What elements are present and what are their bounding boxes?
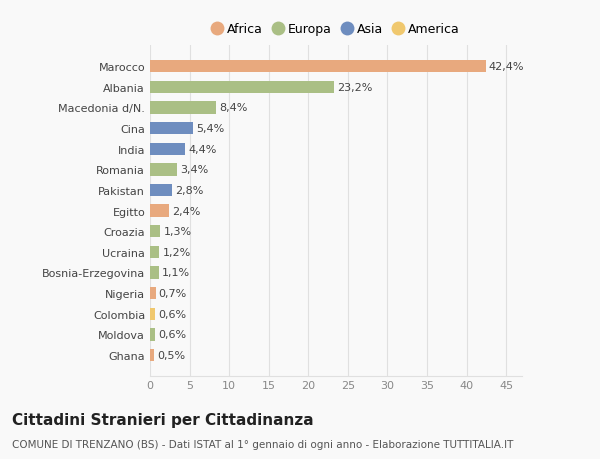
Bar bbox=[150, 82, 334, 94]
Bar bbox=[150, 308, 155, 320]
Text: 23,2%: 23,2% bbox=[337, 83, 372, 93]
Legend: Africa, Europa, Asia, America: Africa, Europa, Asia, America bbox=[208, 19, 464, 39]
Text: 2,4%: 2,4% bbox=[172, 206, 200, 216]
Text: 8,4%: 8,4% bbox=[220, 103, 248, 113]
Text: 1,1%: 1,1% bbox=[162, 268, 190, 278]
Bar bbox=[150, 61, 485, 73]
Text: 4,4%: 4,4% bbox=[188, 145, 217, 154]
Text: 2,8%: 2,8% bbox=[175, 185, 204, 196]
Bar bbox=[150, 267, 159, 279]
Text: 0,7%: 0,7% bbox=[159, 288, 187, 298]
Bar bbox=[150, 123, 193, 135]
Text: COMUNE DI TRENZANO (BS) - Dati ISTAT al 1° gennaio di ogni anno - Elaborazione T: COMUNE DI TRENZANO (BS) - Dati ISTAT al … bbox=[12, 440, 514, 449]
Bar bbox=[150, 143, 185, 156]
Text: 1,3%: 1,3% bbox=[163, 227, 191, 237]
Text: 0,6%: 0,6% bbox=[158, 330, 186, 340]
Text: 5,4%: 5,4% bbox=[196, 124, 224, 134]
Bar bbox=[150, 225, 160, 238]
Text: 1,2%: 1,2% bbox=[163, 247, 191, 257]
Text: Cittadini Stranieri per Cittadinanza: Cittadini Stranieri per Cittadinanza bbox=[12, 413, 314, 428]
Bar bbox=[150, 287, 155, 300]
Text: 3,4%: 3,4% bbox=[180, 165, 208, 175]
Text: 0,6%: 0,6% bbox=[158, 309, 186, 319]
Text: 0,5%: 0,5% bbox=[157, 350, 185, 360]
Bar bbox=[150, 349, 154, 361]
Bar bbox=[150, 246, 160, 258]
Bar bbox=[150, 164, 177, 176]
Bar bbox=[150, 205, 169, 217]
Bar bbox=[150, 185, 172, 197]
Bar bbox=[150, 329, 155, 341]
Text: 42,4%: 42,4% bbox=[489, 62, 524, 72]
Bar bbox=[150, 102, 217, 114]
